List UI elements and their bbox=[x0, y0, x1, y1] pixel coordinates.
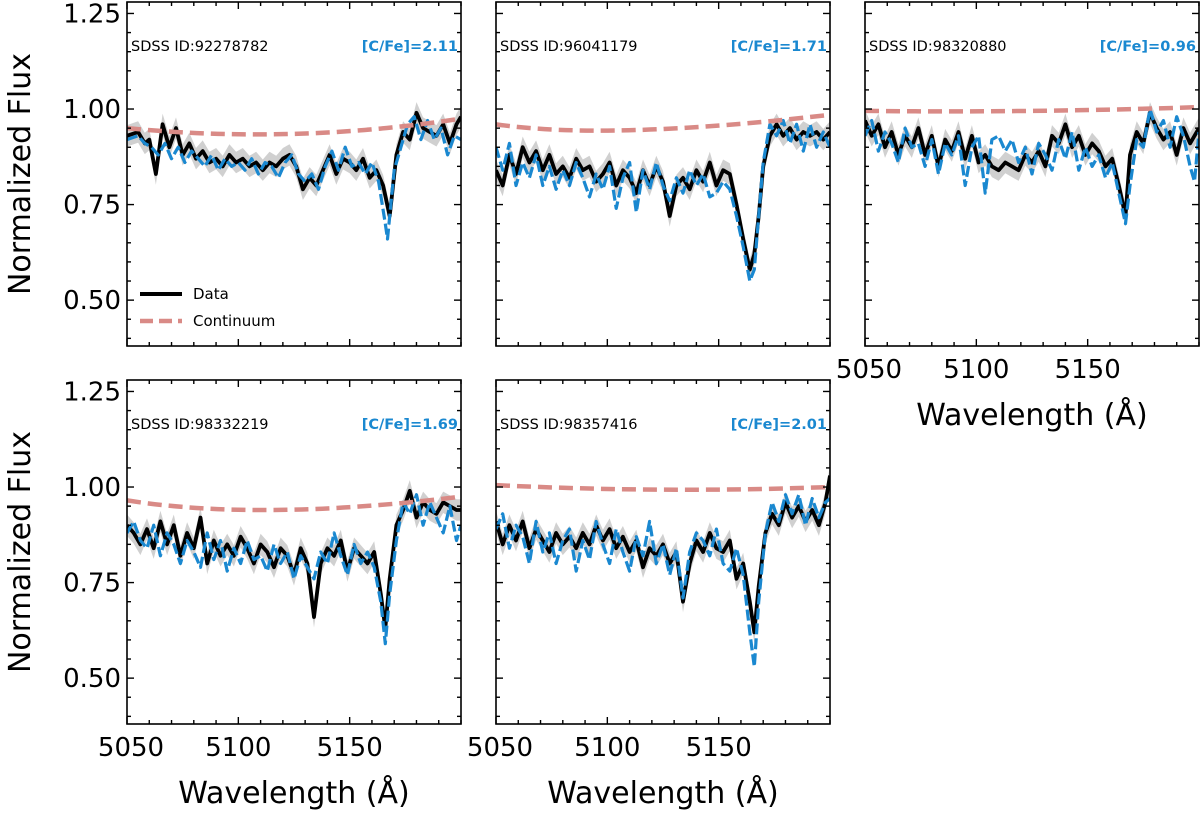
panel-frame bbox=[126, 379, 462, 725]
x-tick-label: 5100 bbox=[574, 733, 640, 763]
data-uncertainty-band bbox=[496, 464, 830, 643]
y-axis-title-top: Normalized Flux bbox=[3, 53, 38, 295]
sdss-id-label: SDSS ID:92278782 bbox=[131, 39, 269, 55]
continuum-line bbox=[127, 494, 461, 513]
legend-continuum-label: Continuum bbox=[193, 312, 275, 330]
x-tick-label: 5150 bbox=[317, 733, 383, 763]
x-axis-title-top-right: Wavelength (Å) bbox=[916, 397, 1147, 433]
y-tick-label: 1.25 bbox=[63, 377, 121, 407]
cfe-label: [C/Fe]=2.01 bbox=[731, 417, 827, 433]
sdss-id-label: SDSS ID:98332219 bbox=[131, 417, 269, 433]
sdss-id-label: SDSS ID:98320880 bbox=[869, 39, 1007, 55]
y-tick-label: 0.75 bbox=[63, 191, 121, 221]
sdss-id-label: SDSS ID:98357416 bbox=[500, 417, 638, 433]
model-line bbox=[496, 493, 830, 669]
model-line bbox=[865, 107, 1199, 226]
cfe-label: [C/Fe]=0.96 bbox=[1100, 39, 1196, 55]
panel-98332219: SDSS ID:98332219 [C/Fe]=1.69 0.50 0.75 1.0… bbox=[63, 377, 462, 763]
continuum-line bbox=[865, 104, 1199, 114]
y-tick-label: 1.25 bbox=[63, 0, 121, 29]
y-axis-title-bottom: Normalized Flux bbox=[3, 431, 38, 673]
x-tick-label: 5050 bbox=[467, 733, 533, 763]
panel-frame bbox=[495, 379, 831, 725]
legend-data-label: Data bbox=[193, 285, 229, 303]
x-axis-title-bottom-middle: Wavelength (Å) bbox=[547, 775, 778, 811]
panel-frame bbox=[495, 1, 831, 347]
continuum-line bbox=[496, 482, 830, 492]
continuum-line bbox=[127, 116, 461, 137]
x-tick-label: 5100 bbox=[943, 355, 1009, 385]
panel-frame bbox=[864, 1, 1200, 347]
cfe-label: [C/Fe]=1.69 bbox=[362, 417, 458, 433]
y-tick-label: 0.50 bbox=[63, 664, 121, 694]
data-line bbox=[496, 122, 830, 272]
y-tick-label: 1.00 bbox=[63, 473, 121, 503]
y-tick-label: 0.50 bbox=[63, 286, 121, 316]
panel-98320880: SDSS ID:98320880 [C/Fe]=0.96 5050 5100 515… bbox=[836, 1, 1200, 385]
x-tick-label: 5150 bbox=[686, 733, 752, 763]
x-tick-label: 5050 bbox=[836, 355, 902, 385]
panel-92278782: SDSS ID:92278782 [C/Fe]=2.11 Data Contin… bbox=[63, 0, 462, 347]
panel-98357416: SDSS ID:98357416 [C/Fe]=2.01 5050 5100 515… bbox=[467, 379, 831, 763]
cfe-label: [C/Fe]=2.11 bbox=[362, 39, 458, 55]
model-line bbox=[496, 118, 830, 283]
x-tick-label: 5050 bbox=[98, 733, 164, 763]
y-tick-label: 1.00 bbox=[63, 95, 121, 125]
model-line bbox=[127, 115, 461, 241]
x-axis-title-bottom-left: Wavelength (Å) bbox=[178, 775, 409, 811]
data-uncertainty-band bbox=[496, 113, 830, 281]
panel-frame bbox=[126, 1, 462, 347]
continuum-line bbox=[496, 112, 830, 133]
legend: Data Continuum bbox=[140, 285, 275, 330]
sdss-id-label: SDSS ID:96041179 bbox=[500, 39, 638, 55]
data-line bbox=[865, 110, 1199, 218]
y-tick-label: 0.75 bbox=[63, 569, 121, 599]
cfe-label: [C/Fe]=1.71 bbox=[731, 39, 827, 55]
panel-96041179: SDSS ID:96041179 [C/Fe]=1.71 bbox=[495, 1, 831, 347]
x-tick-label: 5150 bbox=[1055, 355, 1121, 385]
model-line bbox=[127, 493, 461, 646]
x-tick-label: 5100 bbox=[205, 733, 271, 763]
